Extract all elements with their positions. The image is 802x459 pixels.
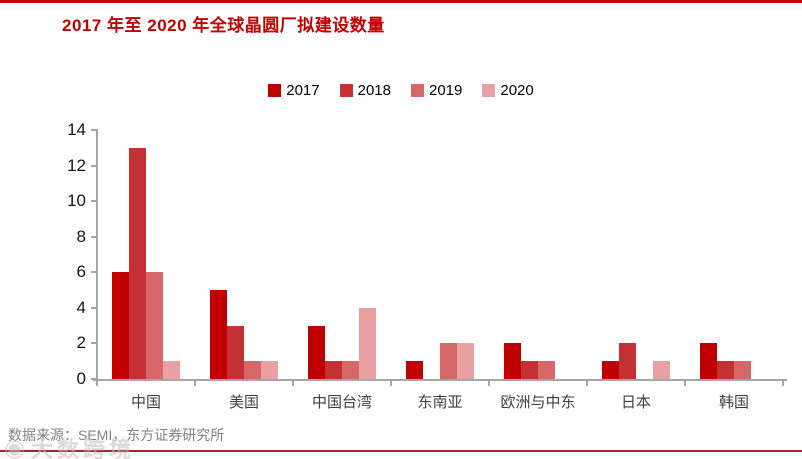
x-axis-tick (96, 381, 98, 386)
bar-2019-东南亚 (440, 343, 457, 379)
bar-2017-中国台湾 (308, 325, 325, 379)
bar-2020-美国 (261, 361, 278, 379)
bar-2019-欧洲与中东 (538, 361, 555, 379)
x-axis-tick (488, 381, 490, 386)
y-axis-tick-label: 0 (76, 369, 86, 388)
top-border-line (0, 0, 802, 3)
y-axis-tick-label: 2 (76, 333, 86, 353)
legend-swatch-icon (482, 84, 496, 97)
legend-item-2017: 2017 (268, 82, 320, 99)
legend-label: 2020 (500, 82, 534, 99)
watermark-logo-icon: ◉ (4, 434, 25, 459)
legend-label: 2017 (286, 82, 320, 99)
bar-2018-中国 (129, 147, 146, 379)
bar-2018-日本 (619, 343, 636, 379)
y-axis-line (96, 129, 98, 381)
x-axis-category-label: 日本 (620, 394, 651, 411)
x-axis-category-label: 中国台湾 (311, 394, 372, 411)
bar-2019-韩国 (734, 361, 751, 379)
x-axis-category-label: 韩国 (718, 394, 749, 411)
bar-2020-中国 (163, 361, 180, 379)
x-axis-category-label: 中国 (130, 394, 161, 411)
source-note: 数据来源：SEMI，东方证券研究所 (8, 427, 225, 443)
watermark: ◉ 大数跨境 (4, 432, 135, 459)
x-axis-tick (390, 381, 392, 386)
legend-label: 2018 (357, 82, 391, 99)
legend-swatch-icon (268, 84, 282, 97)
y-axis-tick (91, 306, 97, 309)
y-axis-tick-label: 12 (67, 155, 86, 175)
x-axis-tick (586, 381, 588, 386)
chart-title: 2017 年至 2020 年全球晶圆厂拟建设数量 (62, 16, 385, 35)
bar-2017-韩国 (700, 343, 717, 379)
legend-item-2019: 2019 (411, 82, 462, 99)
y-axis-tick (91, 342, 97, 345)
x-axis-tick (292, 381, 294, 386)
bar-2020-东南亚 (457, 343, 474, 379)
bar-2019-中国 (146, 272, 163, 379)
x-axis-category-label: 美国 (228, 394, 259, 411)
legend-swatch-icon (339, 84, 353, 97)
legend-label: 2019 (429, 82, 463, 99)
bar-2019-美国 (244, 361, 261, 379)
bar-2019-中国台湾 (342, 361, 359, 379)
bar-2018-韩国 (717, 361, 734, 379)
bar-2018-欧洲与中东 (521, 361, 538, 379)
y-axis-tick-label: 6 (76, 262, 86, 282)
y-axis-tick (91, 129, 97, 131)
legend-item-2020: 2020 (482, 82, 534, 99)
y-axis-tick (91, 378, 97, 380)
bar-2017-东南亚 (406, 361, 423, 379)
y-axis-tick-label: 4 (76, 297, 86, 317)
bar-2018-美国 (227, 325, 244, 379)
bar-2017-美国 (210, 290, 227, 379)
x-axis-category-label: 东南亚 (417, 394, 463, 411)
watermark-text: 大数跨境 (30, 437, 135, 459)
plot-area (97, 130, 783, 379)
x-axis-tick (194, 381, 196, 386)
y-axis-tick-label: 14 (67, 120, 86, 139)
y-axis-tick (91, 200, 97, 203)
bar-2020-日本 (653, 361, 670, 379)
y-axis-tick-label: 8 (76, 226, 86, 246)
bar-2020-中国台湾 (359, 307, 376, 379)
legend-item-2018: 2018 (339, 82, 391, 99)
y-axis-tick (91, 271, 97, 274)
legend-swatch-icon (411, 84, 424, 97)
bar-2018-中国台湾 (325, 361, 342, 379)
bar-2017-中国 (112, 272, 129, 379)
x-axis-category-label: 欧洲与中东 (500, 394, 576, 411)
y-axis-tick (91, 164, 97, 167)
bottom-border-line (0, 450, 802, 452)
x-axis-tick (684, 381, 686, 386)
y-axis-tick-label: 10 (67, 191, 86, 211)
bar-2017-欧洲与中东 (504, 343, 521, 379)
chart-legend: 2017 2018 2019 2020 (0, 82, 802, 99)
x-axis-line (93, 379, 787, 381)
x-axis-tick (782, 381, 784, 386)
bar-2017-日本 (602, 361, 619, 379)
y-axis-tick (91, 235, 97, 238)
